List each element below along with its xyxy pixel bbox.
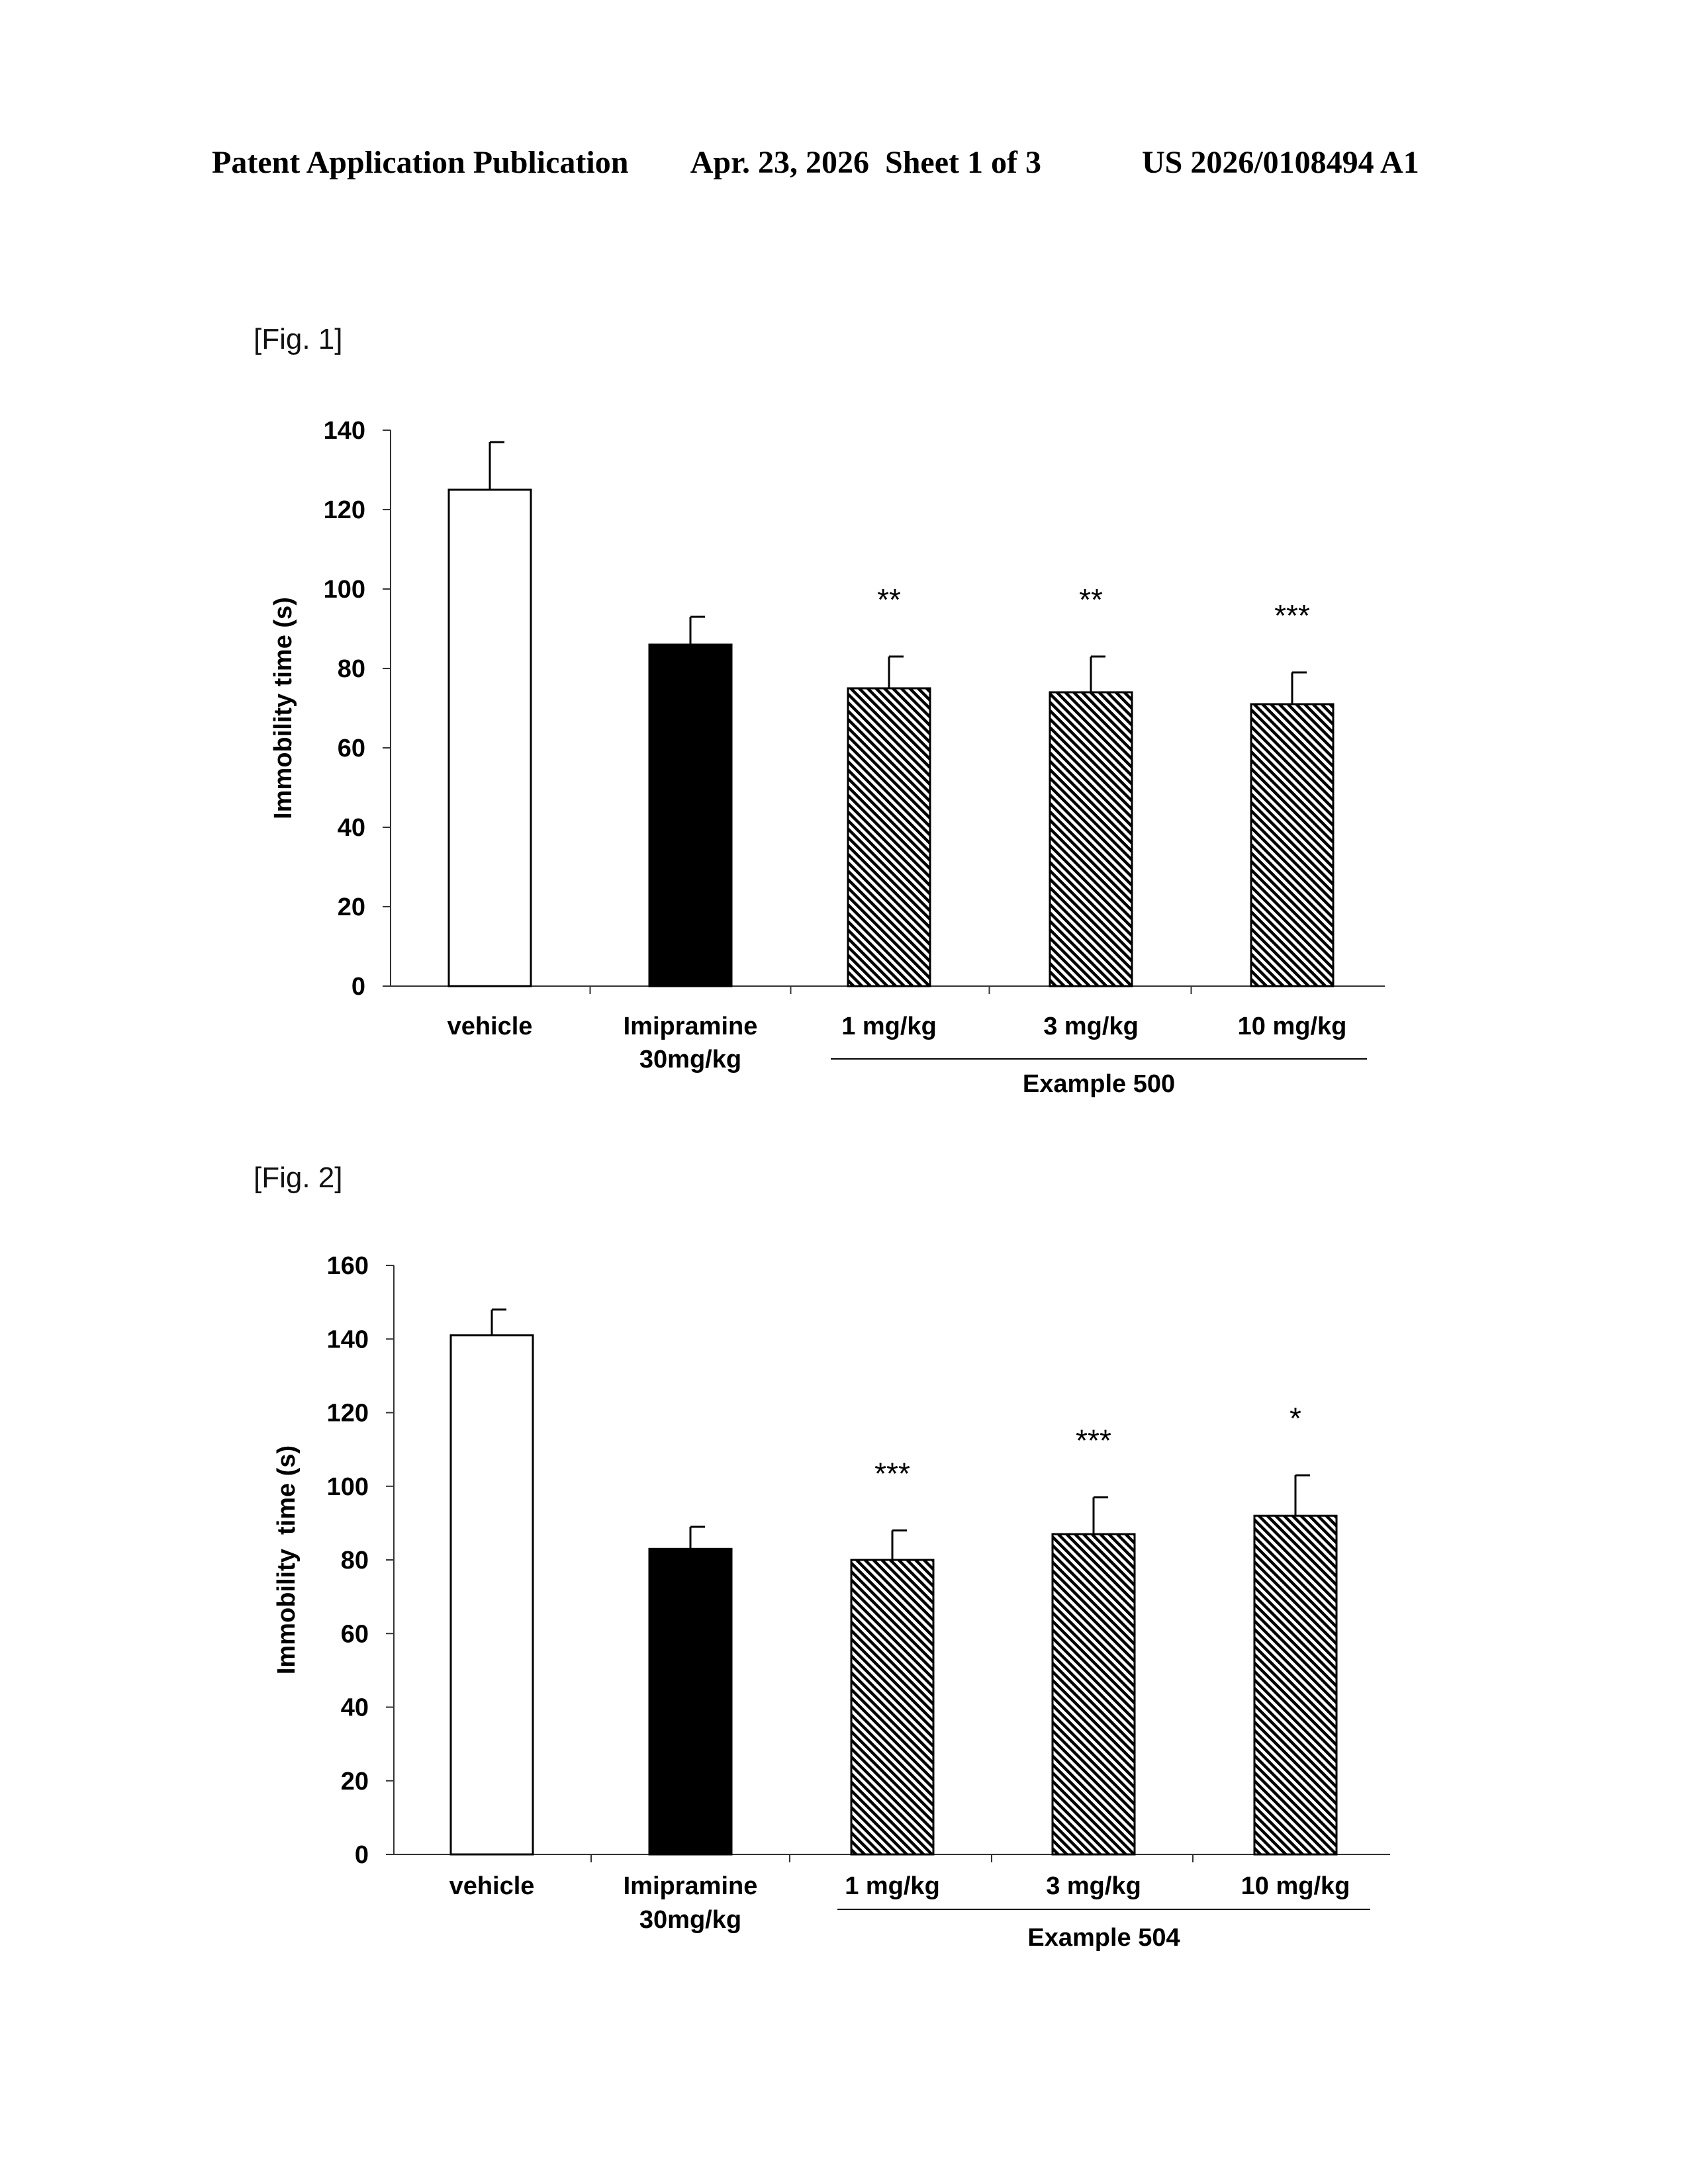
patent-number: US 2026/0108494 A1 — [1141, 145, 1419, 180]
y-tick-label: 100 — [327, 1473, 369, 1501]
y-tick-label: 160 — [327, 1252, 369, 1280]
bar — [648, 643, 733, 987]
significance-marker: * — [1289, 1401, 1301, 1435]
group-label: Example 504 — [1027, 1924, 1180, 1952]
significance-marker: *** — [1076, 1423, 1111, 1457]
bar — [648, 1547, 733, 1856]
significance-marker: ** — [1079, 582, 1103, 617]
y-axis-title: Immobility time (s) — [269, 597, 297, 819]
category-label: 3 mg/kg — [1046, 1872, 1141, 1900]
y-tick-label: 80 — [341, 1547, 369, 1574]
y-tick-label: 100 — [324, 576, 365, 604]
bar — [447, 488, 532, 987]
y-tick-label: 20 — [338, 893, 365, 921]
bar — [1051, 1533, 1136, 1856]
y-tick-label: 0 — [355, 1841, 369, 1869]
page-header: Patent Application Publication Apr. 23, … — [212, 144, 1419, 181]
y-tick-label: 140 — [327, 1326, 369, 1353]
category-label: vehicle — [449, 1872, 535, 1900]
category-label: 10 mg/kg — [1238, 1013, 1347, 1040]
category-label: Imipramine — [624, 1872, 758, 1900]
y-tick-label: 120 — [324, 496, 365, 524]
significance-marker: *** — [1274, 598, 1310, 633]
y-tick-label: 40 — [341, 1694, 369, 1722]
y-tick-label: 20 — [341, 1768, 369, 1796]
bar — [1253, 1514, 1338, 1856]
category-label: 1 mg/kg — [841, 1013, 937, 1040]
y-tick-label: 120 — [327, 1400, 369, 1428]
bar — [1049, 691, 1133, 987]
significance-marker: ** — [877, 582, 901, 617]
publication-type: Patent Application Publication — [212, 145, 629, 180]
y-tick-label: 60 — [338, 735, 365, 762]
category-label: 1 mg/kg — [845, 1872, 940, 1900]
category-label-line2: 30mg/kg — [639, 1046, 741, 1073]
figure-1-label: [Fig. 1] — [254, 323, 343, 355]
figure-2-chart: 0 20 40 60 80 100 120 140 160 Immobility time (s)… — [273, 1252, 1390, 1952]
y-tick-label: 140 — [324, 417, 365, 445]
y-tick-label: 40 — [338, 814, 365, 842]
significance-marker: *** — [874, 1457, 910, 1491]
bar — [1250, 703, 1335, 987]
category-label-line2: 30mg/kg — [639, 1906, 741, 1934]
category-label: 10 mg/kg — [1241, 1872, 1350, 1900]
y-tick-label: 0 — [352, 973, 365, 1001]
bar — [449, 1334, 534, 1856]
category-label: 3 mg/kg — [1043, 1013, 1139, 1040]
y-tick-label: 80 — [338, 655, 365, 683]
publication-date-sheet: Apr. 23, 2026 Sheet 1 of 3 — [690, 145, 1041, 180]
figure-2-label: [Fig. 2] — [254, 1161, 343, 1194]
bar — [850, 1559, 935, 1856]
bar — [847, 687, 931, 987]
group-label: Example 500 — [1023, 1070, 1175, 1098]
category-label: Imipramine — [624, 1013, 758, 1040]
category-label: vehicle — [447, 1013, 533, 1040]
y-tick-label: 60 — [341, 1620, 369, 1648]
figure-1-chart: 0 20 40 60 80 100 120 140 Immobility time (s) veh… — [269, 417, 1385, 1098]
y-axis-title: Immobility time (s) — [273, 1445, 301, 1674]
